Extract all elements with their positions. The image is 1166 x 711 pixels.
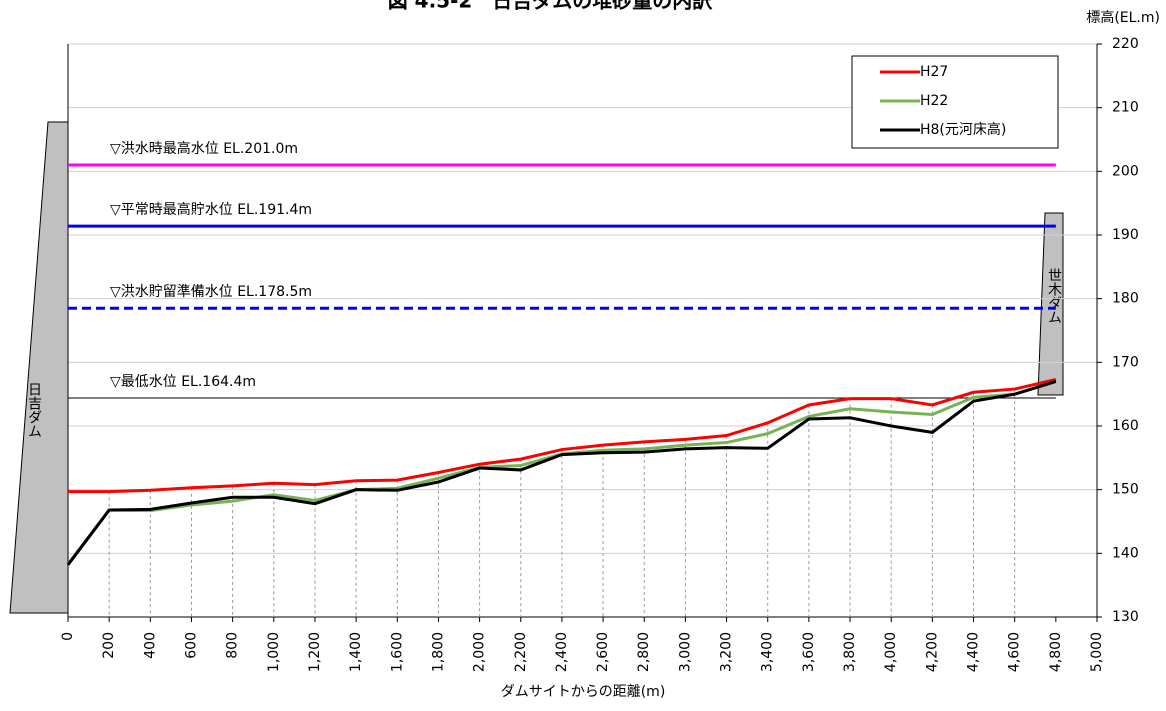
left-dam-label: 日吉ダム	[26, 382, 42, 438]
legend-label: H22	[920, 93, 948, 109]
x-tick-label: 3,600	[801, 632, 817, 672]
reference-label: ▽平常時最高貯水位 EL.191.4m	[110, 201, 312, 218]
y-tick-label: 130	[1112, 609, 1139, 625]
x-tick-label: 1,200	[307, 632, 323, 672]
x-tick-label: 4,400	[966, 632, 982, 672]
x-tick-label: 2,000	[472, 632, 488, 672]
x-tick-label: 2,600	[595, 632, 611, 672]
x-tick-label: 400	[142, 632, 158, 659]
x-tick-label: 600	[183, 632, 199, 659]
reference-label: ▽最低水位 EL.164.4m	[110, 374, 256, 390]
legend-label: H8(元河床高)	[920, 121, 1006, 138]
x-tick-label: 1,800	[430, 632, 446, 672]
reference-label: ▽洪水貯留準備水位 EL.178.5m	[110, 284, 312, 300]
x-tick-label: 2,200	[513, 632, 529, 672]
left-dam	[9, 121, 69, 614]
series-line	[66, 380, 1057, 566]
x-tick-label: 3,400	[760, 632, 776, 672]
x-tick-label: 3,800	[842, 632, 858, 672]
legend: H27 H22 H8(元河床高)	[851, 55, 1059, 149]
y-tick-label: 180	[1112, 291, 1139, 307]
x-tick-label: 3,200	[719, 632, 735, 672]
x-tick-label: 1,000	[266, 632, 282, 672]
reference-label: ▽洪水時最高水位 EL.201.0m	[110, 140, 298, 157]
y-tick-label: 150	[1112, 482, 1139, 498]
y-tick-label: 210	[1112, 100, 1139, 116]
x-tick-label: 4,600	[1007, 632, 1023, 672]
x-tick-label: 1,400	[348, 632, 364, 672]
legend-label: H27	[920, 64, 948, 80]
x-tick-label: 3,000	[677, 632, 693, 672]
x-tick-label: 2,400	[554, 632, 570, 672]
x-tick-label: 4,000	[883, 632, 899, 672]
y-tick-label: 220	[1112, 36, 1139, 52]
x-tick-label: 1,600	[389, 632, 405, 672]
right-dam-label: 世木ダム	[1046, 268, 1062, 324]
y-tick-label: 200	[1112, 163, 1139, 179]
y-tick-label: 170	[1112, 354, 1139, 370]
right-dam	[1037, 212, 1064, 396]
y-tick-label: 190	[1112, 227, 1139, 243]
y-tick-label: 140	[1112, 545, 1139, 561]
x-tick-label: 200	[101, 632, 117, 659]
chart-title: 図 4.5-2 日吉ダムの堆砂量の内訳	[388, 0, 714, 13]
x-tick-label: 2,800	[636, 632, 652, 672]
x-tick-label: 5,000	[1089, 632, 1105, 672]
x-axis-label: ダムサイトからの距離(m)	[501, 683, 666, 700]
x-tick-label: 0	[60, 632, 76, 641]
x-tick-label: 4,800	[1048, 632, 1064, 672]
x-tick-label: 800	[225, 632, 241, 659]
y-axis-label: 標高(EL.m)	[1086, 9, 1160, 26]
x-tick-label: 4,200	[924, 632, 940, 672]
series-line	[66, 380, 1057, 566]
y-tick-label: 160	[1112, 418, 1139, 434]
series-line	[68, 378, 1057, 494]
